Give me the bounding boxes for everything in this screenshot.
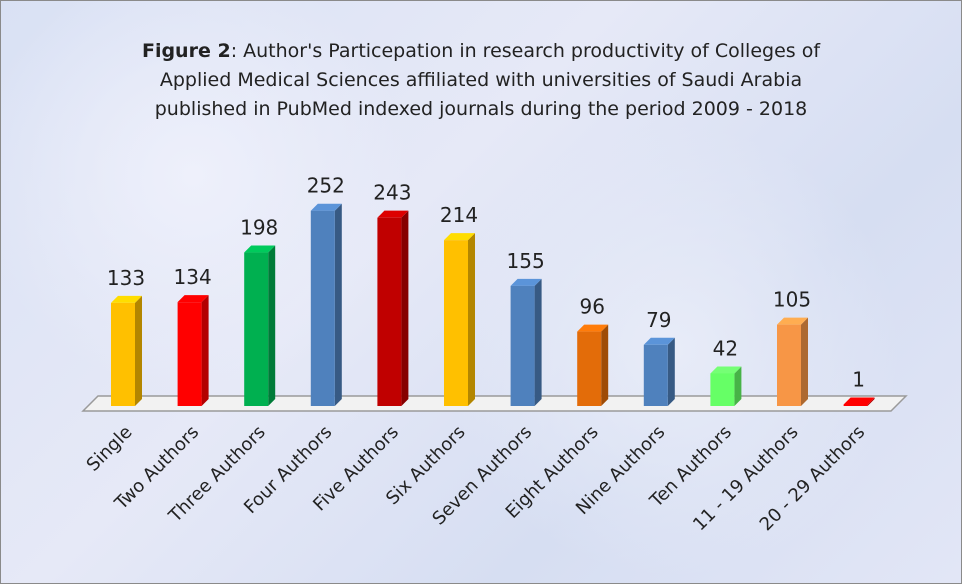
- data-label: 79: [646, 308, 671, 332]
- data-label: 155: [507, 249, 545, 273]
- bar-side: [601, 324, 609, 406]
- bar-front: [444, 240, 468, 406]
- floor: [81, 395, 908, 412]
- bar-side: [867, 397, 875, 406]
- bar-front: [111, 302, 135, 406]
- bar-side: [135, 295, 142, 406]
- bar: [310, 203, 342, 406]
- data-label: 252: [307, 174, 345, 198]
- x-tick-label: Single: [83, 422, 137, 476]
- data-label: 214: [440, 203, 478, 227]
- bar: [843, 397, 875, 406]
- bar-side: [667, 337, 675, 406]
- bar-top: [244, 245, 276, 253]
- bar: [643, 337, 675, 406]
- bar-front: [177, 302, 202, 406]
- bar-front: [577, 331, 602, 406]
- bar-top: [843, 397, 875, 405]
- data-label: 198: [240, 216, 278, 240]
- bar-top: [310, 203, 342, 211]
- bar-top: [377, 210, 409, 218]
- bar-top: [444, 233, 475, 241]
- bar: [177, 295, 209, 406]
- bar-front: [377, 217, 402, 406]
- data-label: 1: [852, 368, 865, 392]
- bar-top: [777, 317, 808, 325]
- bar: [710, 366, 742, 406]
- bar-top: [577, 324, 609, 332]
- bar: [444, 233, 475, 406]
- bar: [777, 317, 808, 406]
- bar-side: [534, 278, 542, 406]
- data-label: 243: [373, 181, 411, 205]
- bar-side: [334, 203, 342, 406]
- title-prefix: Figure 2: [141, 40, 231, 62]
- bar: [510, 278, 542, 406]
- bar-front: [777, 324, 801, 406]
- bar-front: [710, 373, 735, 406]
- bar-front: [643, 344, 668, 406]
- bar-top: [710, 366, 742, 374]
- bar-side: [201, 295, 209, 406]
- bar-side: [801, 317, 808, 406]
- bar-front: [843, 404, 868, 406]
- data-label: 96: [579, 295, 604, 319]
- bar-side: [468, 233, 475, 406]
- bar-front: [244, 252, 269, 406]
- bar-top: [111, 295, 142, 303]
- bar: [244, 245, 276, 406]
- bar-front: [510, 285, 535, 406]
- chart-title: Figure 2: Author's Particepation in rese…: [131, 37, 831, 124]
- bar: [577, 324, 609, 406]
- bar-top: [510, 278, 542, 286]
- data-label: 105: [773, 288, 811, 312]
- data-label: 133: [107, 266, 145, 290]
- data-label: 134: [174, 265, 212, 289]
- bar-top: [177, 295, 209, 303]
- bar-top: [643, 337, 675, 345]
- bar-side: [268, 245, 276, 406]
- bar-front: [310, 210, 335, 406]
- bar-side: [401, 210, 409, 406]
- bar: [377, 210, 409, 406]
- data-label: 42: [713, 336, 738, 360]
- title-text: : Author's Particepation in research pro…: [154, 40, 821, 120]
- bar: [111, 295, 142, 406]
- bar-side: [734, 366, 742, 406]
